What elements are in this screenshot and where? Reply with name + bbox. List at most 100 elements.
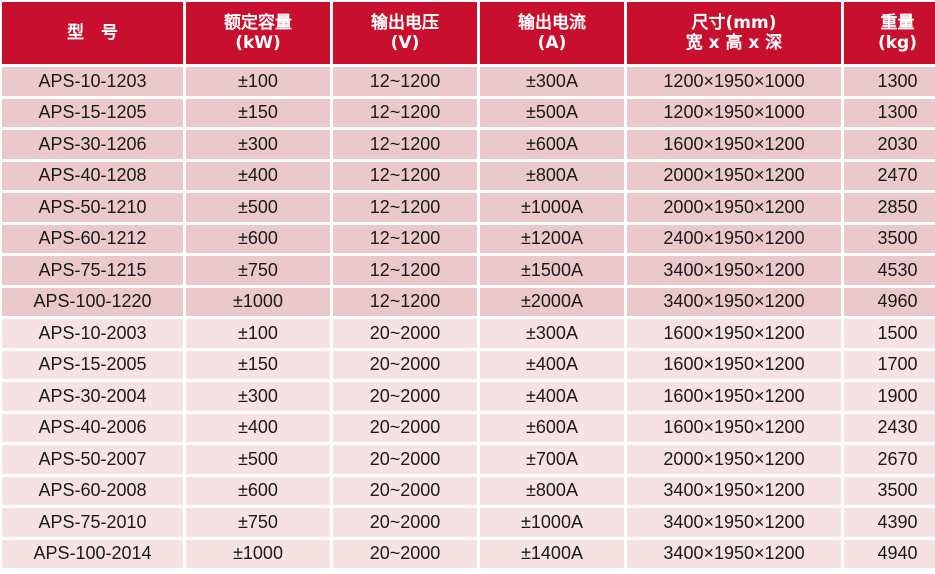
cell-current: ±1000A xyxy=(480,508,624,537)
table-row: APS-15-1205 ±150 12~1200 ±500A 1200×1950… xyxy=(2,98,935,127)
table-row: APS-50-1210 ±500 12~1200 ±1000A 2000×195… xyxy=(2,193,935,222)
cell-dimensions: 3400×1950×1200 xyxy=(627,476,841,505)
cell-voltage: 20~2000 xyxy=(333,413,477,442)
cell-weight: 1300 xyxy=(844,98,935,127)
cell-model: APS-75-2010 xyxy=(2,508,183,537)
cell-voltage: 12~1200 xyxy=(333,130,477,159)
header-output-current-label: 输出电流 xyxy=(518,13,586,33)
cell-weight: 4940 xyxy=(844,539,935,568)
cell-weight: 1900 xyxy=(844,382,935,411)
header-rated-capacity: 额定容量 (kW) xyxy=(186,2,330,64)
cell-voltage: 20~2000 xyxy=(333,476,477,505)
cell-voltage: 20~2000 xyxy=(333,539,477,568)
cell-model: APS-60-2008 xyxy=(2,476,183,505)
cell-current: ±500A xyxy=(480,98,624,127)
cell-capacity: ±750 xyxy=(186,256,330,285)
header-output-current-unit: (A) xyxy=(537,33,567,53)
cell-current: ±600A xyxy=(480,413,624,442)
cell-model: APS-50-1210 xyxy=(2,193,183,222)
cell-weight: 1500 xyxy=(844,319,935,348)
cell-weight: 1300 xyxy=(844,67,935,96)
header-weight-unit: (kg) xyxy=(877,33,917,53)
cell-voltage: 20~2000 xyxy=(333,382,477,411)
header-model: 型 号 xyxy=(2,2,183,64)
cell-current: ±1400A xyxy=(480,539,624,568)
header-output-voltage-unit: (V) xyxy=(390,33,420,53)
cell-current: ±700A xyxy=(480,445,624,474)
cell-model: APS-10-2003 xyxy=(2,319,183,348)
cell-model: APS-30-2004 xyxy=(2,382,183,411)
cell-dimensions: 1600×1950×1200 xyxy=(627,382,841,411)
cell-dimensions: 3400×1950×1200 xyxy=(627,256,841,285)
cell-voltage: 12~1200 xyxy=(333,67,477,96)
cell-model: APS-15-1205 xyxy=(2,98,183,127)
cell-capacity: ±500 xyxy=(186,193,330,222)
cell-current: ±800A xyxy=(480,476,624,505)
cell-weight: 1700 xyxy=(844,350,935,379)
cell-dimensions: 1200×1950×1000 xyxy=(627,98,841,127)
cell-current: ±1000A xyxy=(480,193,624,222)
header-rated-capacity-unit: (kW) xyxy=(235,33,281,53)
cell-current: ±2000A xyxy=(480,287,624,316)
header-output-current: 输出电流 (A) xyxy=(480,2,624,64)
cell-dimensions: 2000×1950×1200 xyxy=(627,161,841,190)
cell-model: APS-60-1212 xyxy=(2,224,183,253)
cell-dimensions: 1200×1950×1000 xyxy=(627,67,841,96)
table-row: APS-75-1215 ±750 12~1200 ±1500A 3400×195… xyxy=(2,256,935,285)
cell-voltage: 20~2000 xyxy=(333,350,477,379)
cell-dimensions: 1600×1950×1200 xyxy=(627,413,841,442)
header-rated-capacity-label: 额定容量 xyxy=(224,13,292,33)
table-row: APS-100-1220 ±1000 12~1200 ±2000A 3400×1… xyxy=(2,287,935,316)
cell-weight: 3500 xyxy=(844,476,935,505)
table-row: APS-50-2007 ±500 20~2000 ±700A 2000×1950… xyxy=(2,445,935,474)
cell-capacity: ±150 xyxy=(186,98,330,127)
cell-capacity: ±600 xyxy=(186,224,330,253)
table-row: APS-75-2010 ±750 20~2000 ±1000A 3400×195… xyxy=(2,508,935,537)
cell-model: APS-30-1206 xyxy=(2,130,183,159)
cell-current: ±300A xyxy=(480,319,624,348)
cell-capacity: ±500 xyxy=(186,445,330,474)
cell-model: APS-100-1220 xyxy=(2,287,183,316)
header-output-voltage-label: 输出电压 xyxy=(371,13,439,33)
cell-voltage: 12~1200 xyxy=(333,98,477,127)
cell-weight: 2030 xyxy=(844,130,935,159)
header-output-voltage: 输出电压 (V) xyxy=(333,2,477,64)
cell-model: APS-15-2005 xyxy=(2,350,183,379)
table-row: APS-15-2005 ±150 20~2000 ±400A 1600×1950… xyxy=(2,350,935,379)
cell-model: APS-75-1215 xyxy=(2,256,183,285)
cell-current: ±400A xyxy=(480,350,624,379)
table-row: APS-10-1203 ±100 12~1200 ±300A 1200×1950… xyxy=(2,67,935,96)
header-dimensions-unit: 宽 x 高 x 深 xyxy=(685,33,783,53)
cell-voltage: 12~1200 xyxy=(333,161,477,190)
cell-model: APS-100-2014 xyxy=(2,539,183,568)
cell-weight: 4960 xyxy=(844,287,935,316)
cell-current: ±400A xyxy=(480,382,624,411)
cell-weight: 2470 xyxy=(844,161,935,190)
cell-current: ±1200A xyxy=(480,224,624,253)
cell-voltage: 12~1200 xyxy=(333,193,477,222)
header-dimensions-label: 尺寸(mm) xyxy=(691,13,777,33)
cell-dimensions: 2000×1950×1200 xyxy=(627,193,841,222)
cell-capacity: ±750 xyxy=(186,508,330,537)
cell-voltage: 20~2000 xyxy=(333,319,477,348)
cell-capacity: ±600 xyxy=(186,476,330,505)
header-weight-label: 重量 xyxy=(880,13,915,33)
cell-dimensions: 1600×1950×1200 xyxy=(627,319,841,348)
table-row: APS-30-1206 ±300 12~1200 ±600A 1600×1950… xyxy=(2,130,935,159)
cell-capacity: ±400 xyxy=(186,413,330,442)
cell-voltage: 20~2000 xyxy=(333,508,477,537)
cell-current: ±800A xyxy=(480,161,624,190)
cell-model: APS-10-1203 xyxy=(2,67,183,96)
cell-voltage: 12~1200 xyxy=(333,224,477,253)
table-row: APS-30-2004 ±300 20~2000 ±400A 1600×1950… xyxy=(2,382,935,411)
cell-weight: 2430 xyxy=(844,413,935,442)
cell-dimensions: 2000×1950×1200 xyxy=(627,445,841,474)
cell-dimensions: 3400×1950×1200 xyxy=(627,287,841,316)
table-row: APS-60-2008 ±600 20~2000 ±800A 3400×1950… xyxy=(2,476,935,505)
cell-voltage: 12~1200 xyxy=(333,287,477,316)
header-row: 型 号 额定容量 (kW) 输出电压 (V) 输出电流 (A) 尺寸(mm) 宽… xyxy=(2,2,935,64)
cell-model: APS-40-2006 xyxy=(2,413,183,442)
cell-weight: 2670 xyxy=(844,445,935,474)
cell-current: ±600A xyxy=(480,130,624,159)
